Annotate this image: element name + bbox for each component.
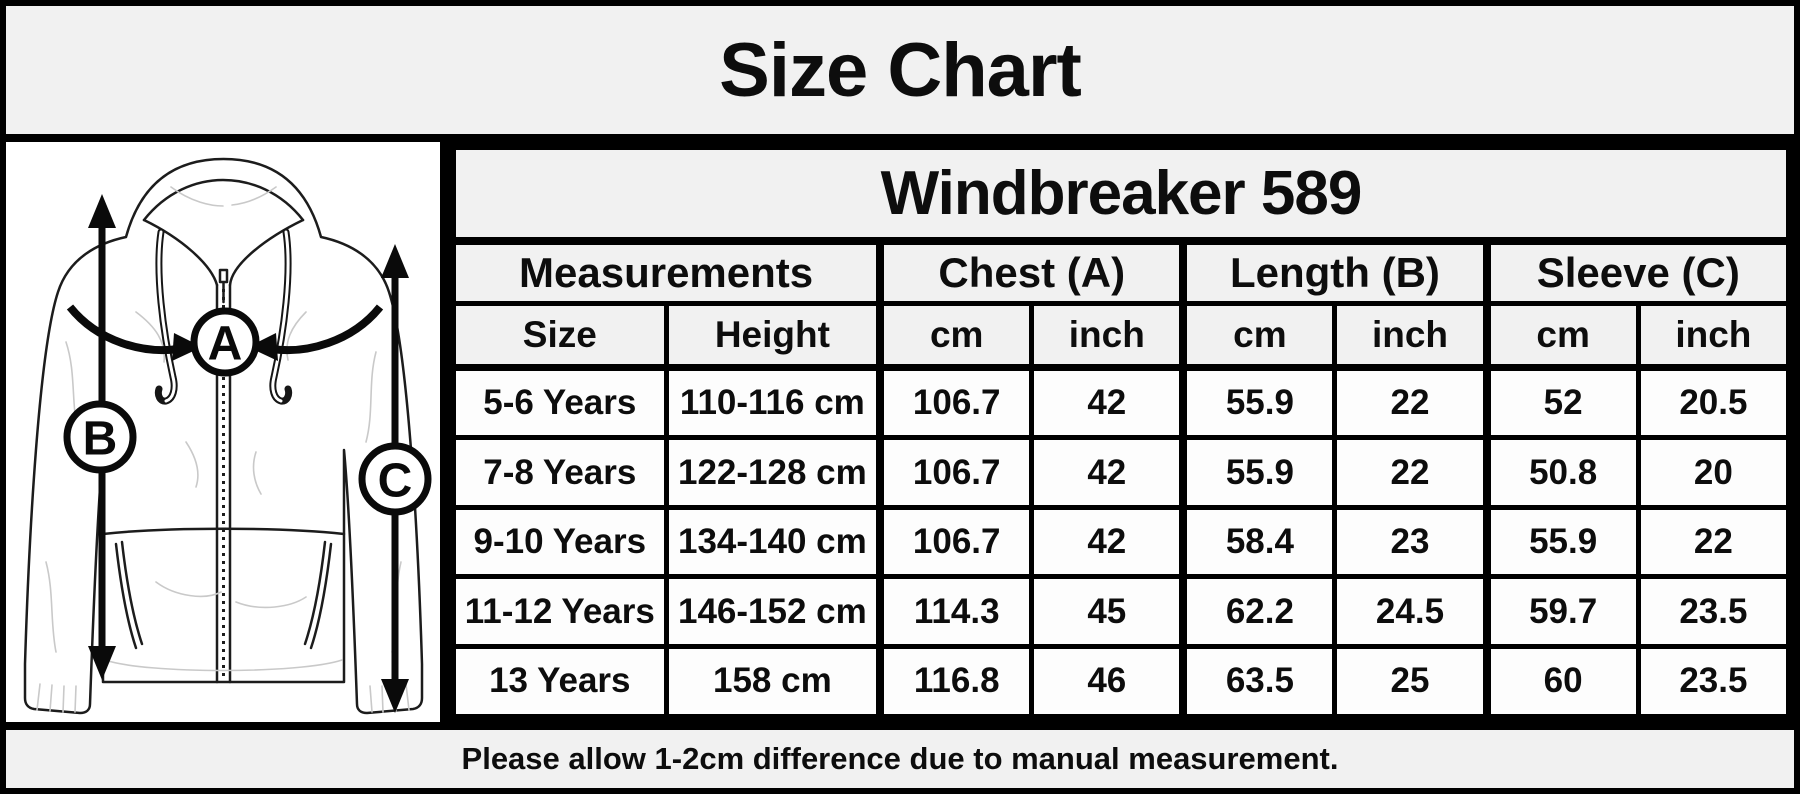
length-label-badge: B [63, 400, 137, 474]
product-title: Windbreaker 589 [449, 143, 1793, 245]
drawstring-left-highlight [157, 230, 176, 403]
cell-height: 122-128 cm [663, 435, 883, 510]
cell-length-inch: 25 [1332, 643, 1490, 721]
table-row: 13 Years 158 cm 116.8 46 63.5 25 60 23.5 [449, 643, 1793, 721]
col-size: Size [449, 300, 669, 371]
cell-chest-cm: 106.7 [876, 435, 1035, 510]
hood-inner-rim [142, 178, 305, 222]
cell-sleeve-inch: 23.5 [1635, 574, 1793, 649]
page-title: Size Chart [719, 27, 1082, 113]
hood-fold [170, 186, 277, 207]
cell-length-cm: 55.9 [1179, 435, 1338, 510]
main-area: A B C W [6, 142, 1794, 722]
cell-size: 9-10 Years [449, 504, 669, 580]
table-row: 7-8 Years 122-128 cm 106.7 42 55.9 22 50… [449, 435, 1793, 510]
cell-chest-inch: 42 [1029, 364, 1186, 441]
cell-sleeve-inch: 20.5 [1635, 364, 1793, 441]
cell-sleeve-cm: 55.9 [1482, 504, 1641, 580]
chest-measure-arrows [66, 304, 384, 361]
pocket-right [303, 540, 333, 650]
chest-label-badge: A [190, 307, 260, 377]
col-sleeve-inch: inch [1635, 300, 1793, 371]
cell-chest-cm: 114.3 [876, 574, 1035, 649]
col-chest-cm: cm [876, 300, 1035, 371]
sub-header-row: Size Height cm inch cm inch cm inch [449, 300, 1793, 371]
cell-size: 11-12 Years [449, 574, 669, 649]
cell-height: 110-116 cm [663, 364, 883, 441]
pocket-left [114, 540, 144, 650]
cell-sleeve-cm: 59.7 [1482, 574, 1641, 649]
cell-length-cm: 62.2 [1179, 574, 1338, 649]
cuff-ribs-right [369, 683, 410, 713]
cell-height: 158 cm [663, 643, 883, 721]
zipper-pull [218, 268, 229, 304]
cell-length-inch: 22 [1332, 435, 1490, 510]
sleeve-label: C [378, 455, 413, 508]
cell-sleeve-inch: 22 [1635, 504, 1793, 580]
product-title-row: Windbreaker 589 [449, 143, 1793, 245]
chest-label: A [208, 318, 243, 371]
cell-height: 146-152 cm [663, 574, 883, 649]
fabric-crinkles [45, 311, 402, 653]
cell-length-cm: 58.4 [1179, 504, 1338, 580]
cell-chest-cm: 106.7 [876, 504, 1035, 580]
jacket-illustration: A B C [23, 157, 432, 715]
table-row: 11-12 Years 146-152 cm 114.3 45 62.2 24.… [449, 574, 1793, 649]
cell-length-inch: 24.5 [1332, 574, 1490, 649]
chest-seam [101, 527, 346, 536]
col-sleeve-cm: cm [1482, 300, 1641, 371]
measurement-disclaimer: Please allow 1-2cm difference due to man… [461, 741, 1339, 776]
cell-length-inch: 22 [1332, 364, 1490, 441]
col-chest-inch: inch [1029, 300, 1186, 371]
table-row: 9-10 Years 134-140 cm 106.7 42 58.4 23 5… [449, 504, 1793, 580]
col-group-sleeve: Sleeve (C) [1482, 238, 1793, 306]
col-group-measurements: Measurements [449, 238, 883, 306]
cell-length-cm: 55.9 [1179, 364, 1338, 441]
cell-chest-cm: 116.8 [876, 643, 1035, 721]
size-table-panel: Windbreaker 589 Measurements Chest (A) L… [448, 142, 1794, 722]
cell-size: 5-6 Years [449, 364, 669, 441]
group-header-row: Measurements Chest (A) Length (B) Sleeve… [449, 238, 1793, 306]
cell-sleeve-inch: 23.5 [1635, 643, 1793, 721]
col-length-inch: inch [1332, 300, 1490, 371]
cell-chest-cm: 106.7 [876, 364, 1035, 441]
cell-size: 7-8 Years [449, 435, 669, 510]
collar-left [142, 218, 219, 287]
cell-length-inch: 23 [1332, 504, 1490, 580]
cuff-ribs-left [36, 683, 77, 713]
drawstring-right-highlight [271, 230, 290, 403]
cell-size: 13 Years [449, 643, 669, 721]
cell-chest-inch: 45 [1029, 574, 1186, 649]
cell-chest-inch: 46 [1029, 643, 1186, 721]
cell-chest-inch: 42 [1029, 435, 1186, 510]
col-group-length: Length (B) [1179, 238, 1490, 306]
table-row: 5-6 Years 110-116 cm 106.7 42 55.9 22 52… [449, 364, 1793, 441]
cell-height: 134-140 cm [663, 504, 883, 580]
cell-sleeve-cm: 50.8 [1482, 435, 1641, 510]
size-table: Windbreaker 589 Measurements Chest (A) L… [448, 142, 1794, 722]
jacket-silhouette [23, 157, 424, 715]
cell-length-cm: 63.5 [1179, 643, 1338, 721]
cell-sleeve-cm: 60 [1482, 643, 1641, 721]
length-label: B [83, 413, 118, 466]
hem-gather [104, 659, 343, 672]
col-length-cm: cm [1179, 300, 1338, 371]
cell-sleeve-inch: 20 [1635, 435, 1793, 510]
sleeve-label-badge: C [358, 442, 432, 516]
cell-sleeve-cm: 52 [1482, 364, 1641, 441]
col-height: Height [663, 300, 883, 371]
title-band: Size Chart [6, 6, 1794, 134]
col-group-chest: Chest (A) [876, 238, 1186, 306]
footer-band: Please allow 1-2cm difference due to man… [6, 730, 1794, 788]
cell-chest-inch: 42 [1029, 504, 1186, 580]
jacket-panel: A B C [6, 142, 440, 722]
collar-right [228, 218, 305, 287]
